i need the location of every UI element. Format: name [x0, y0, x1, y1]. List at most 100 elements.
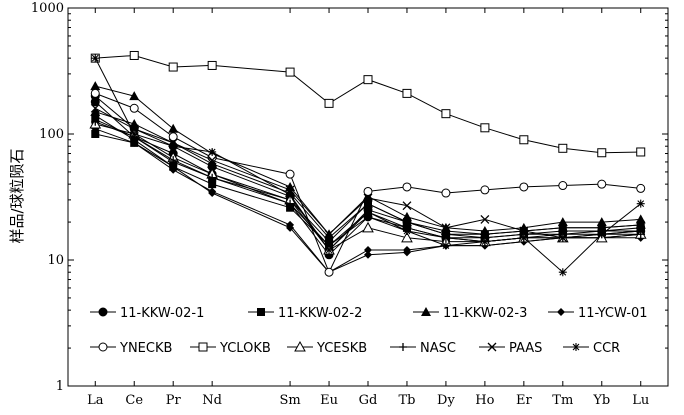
data-point	[558, 181, 568, 191]
data-point	[90, 88, 100, 98]
data-point	[401, 211, 412, 221]
data-point	[129, 91, 140, 101]
y-tick-label: 100	[39, 127, 64, 142]
data-point	[129, 103, 139, 113]
series-line	[94, 57, 642, 273]
data-point	[324, 267, 334, 277]
x-tick-label: Sm	[279, 393, 300, 408]
data-point	[402, 248, 411, 257]
x-tick-label: Ce	[125, 393, 143, 408]
data-point	[558, 268, 567, 277]
data-point	[208, 187, 217, 196]
data-point	[91, 111, 100, 120]
data-point	[362, 221, 374, 233]
data-point	[286, 190, 295, 199]
data-point	[363, 193, 373, 203]
data-point	[363, 186, 373, 196]
series-line	[94, 101, 641, 256]
data-point	[285, 169, 295, 179]
x-tick-label: Eu	[320, 393, 338, 408]
data-point	[402, 226, 411, 235]
legend-label: YNECKB	[119, 341, 172, 356]
data-point	[402, 182, 412, 192]
data-point	[597, 230, 606, 239]
data-point	[597, 148, 607, 158]
data-point	[129, 50, 139, 60]
data-point	[441, 109, 451, 119]
data-point	[91, 117, 100, 126]
data-point	[480, 237, 489, 246]
legend-label: PAAS	[509, 341, 542, 356]
data-point	[441, 188, 451, 198]
x-tick-label: Pr	[166, 393, 182, 408]
y-tick-label: 10	[47, 253, 64, 268]
data-point	[324, 98, 334, 108]
data-point	[596, 217, 607, 227]
data-point	[324, 229, 334, 239]
data-point	[479, 229, 490, 239]
legend-label: 11-YCW-01	[578, 306, 648, 321]
data-point	[596, 222, 607, 232]
data-point	[324, 232, 335, 242]
data-point	[519, 233, 528, 242]
data-point	[441, 233, 450, 242]
x-tick-label: Tm	[552, 393, 573, 408]
data-point	[480, 214, 490, 224]
data-point	[401, 217, 412, 227]
legend-marker	[399, 343, 407, 351]
data-point	[635, 219, 646, 229]
data-point	[208, 147, 217, 156]
legend-label: 11-KKW-02-2	[278, 306, 362, 321]
data-point	[168, 62, 178, 72]
x-tick-label: Dy	[437, 393, 455, 408]
legend-label: YCESKB	[316, 341, 367, 356]
series-line	[95, 128, 641, 273]
data-point	[90, 81, 101, 91]
x-tick-label: Tb	[398, 393, 415, 408]
data-point	[401, 231, 413, 243]
data-point	[286, 220, 295, 229]
data-point	[208, 173, 217, 182]
data-point	[519, 182, 529, 192]
data-point	[286, 199, 295, 208]
data-point	[440, 225, 451, 235]
x-tick-label: Ho	[475, 393, 494, 408]
data-point	[130, 130, 139, 138]
data-point	[635, 214, 646, 224]
data-point	[168, 123, 179, 133]
data-point	[480, 185, 490, 195]
data-point	[169, 142, 178, 151]
x-tick-label: Gd	[359, 393, 378, 408]
data-point	[130, 138, 139, 147]
data-point	[364, 208, 372, 217]
data-point	[169, 156, 178, 165]
data-point	[558, 143, 568, 153]
data-point	[441, 223, 451, 233]
y-tick-label: 1000	[31, 1, 64, 16]
data-point	[636, 226, 646, 236]
series-line	[95, 107, 641, 239]
data-point	[286, 203, 295, 212]
data-point	[325, 246, 334, 255]
series-line	[94, 95, 641, 251]
legend-marker	[294, 340, 306, 352]
series-line	[95, 121, 641, 247]
x-tick-label: La	[87, 393, 104, 408]
legend-label: 11-KKW-02-3	[443, 306, 527, 321]
data-point	[90, 106, 101, 116]
data-point	[364, 246, 372, 255]
data-point	[597, 179, 607, 189]
x-tick-label: Nd	[202, 393, 222, 408]
x-tick-label: Er	[516, 393, 532, 408]
legend-marker	[557, 308, 565, 316]
data-point	[168, 132, 178, 142]
legend-marker	[98, 342, 108, 352]
data-point	[557, 217, 568, 227]
data-point	[90, 103, 100, 113]
data-point	[402, 88, 412, 98]
legend-label: NASC	[420, 341, 456, 356]
legend-label: YCLOKB	[219, 341, 271, 356]
data-point	[364, 250, 372, 259]
